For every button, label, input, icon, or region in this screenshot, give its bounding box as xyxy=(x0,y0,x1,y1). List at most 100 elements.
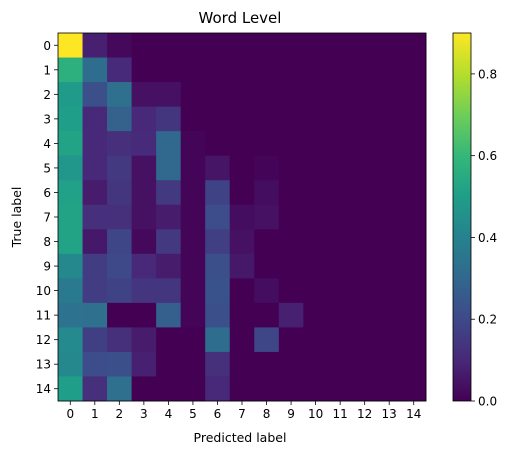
heatmap-cell xyxy=(229,155,255,181)
heatmap-cell xyxy=(58,155,83,181)
heatmap-cell xyxy=(107,253,132,279)
heatmap-cell xyxy=(156,253,182,279)
heatmap-cell xyxy=(254,155,280,181)
heatmap-cell xyxy=(401,82,427,107)
heatmap-cell xyxy=(131,204,157,230)
x-tick-label: 7 xyxy=(238,407,246,421)
heatmap-cell xyxy=(278,131,304,157)
heatmap-cell xyxy=(205,351,231,377)
heatmap-cell xyxy=(107,376,132,402)
x-tick-label: 0 xyxy=(66,407,74,421)
heatmap-cell xyxy=(180,57,206,83)
heatmap-cell xyxy=(229,33,255,58)
heatmap-cell xyxy=(107,204,132,230)
heatmap-cell xyxy=(254,204,280,230)
x-tick-label: 13 xyxy=(382,407,397,421)
heatmap-cell xyxy=(327,229,353,255)
heatmap-cell xyxy=(107,302,132,328)
heatmap-cell xyxy=(401,278,427,304)
heatmap-cell xyxy=(327,131,353,157)
heatmap-cell xyxy=(180,302,206,328)
heatmap-cell xyxy=(303,376,329,402)
chart-title: Word Level xyxy=(199,9,282,27)
x-axis-label: Predicted label xyxy=(194,430,287,445)
heatmap-cell xyxy=(156,33,182,58)
heatmap-cell xyxy=(205,155,231,181)
heatmap-cell xyxy=(58,204,83,230)
heatmap-cell xyxy=(327,302,353,328)
heatmap-cell xyxy=(205,33,231,58)
heatmap-cell xyxy=(254,82,280,107)
heatmap-cell xyxy=(327,106,353,132)
heatmap-cell xyxy=(205,327,231,353)
heatmap-cell xyxy=(82,33,108,58)
heatmap-cell xyxy=(58,229,83,255)
heatmap-cell xyxy=(82,229,108,255)
heatmap-cell xyxy=(58,302,83,328)
heatmap-cell xyxy=(131,82,157,107)
heatmap-cell xyxy=(107,57,132,83)
x-tick-label: 8 xyxy=(263,407,271,421)
heatmap-cell xyxy=(58,327,83,353)
heatmap-cell xyxy=(254,327,280,353)
heatmap-cell xyxy=(303,131,329,157)
heatmap-cell xyxy=(156,155,182,181)
heatmap-cell xyxy=(58,131,83,157)
x-tick-label: 11 xyxy=(332,407,347,421)
heatmap-cell xyxy=(107,327,132,353)
heatmap-cell xyxy=(401,302,427,328)
heatmap-cell xyxy=(278,204,304,230)
heatmap-cell xyxy=(278,253,304,279)
heatmap-cell xyxy=(131,229,157,255)
heatmap-cell xyxy=(156,376,182,402)
heatmap-cell xyxy=(303,155,329,181)
y-tick-label: 10 xyxy=(36,284,51,298)
heatmap-cell xyxy=(254,131,280,157)
heatmap-cell xyxy=(156,131,182,157)
heatmap-cell xyxy=(229,253,255,279)
heatmap-cell xyxy=(229,278,255,304)
heatmap-cell xyxy=(180,131,206,157)
heatmap-cell xyxy=(376,229,402,255)
heatmap-cell xyxy=(254,351,280,377)
heatmap-cell xyxy=(401,253,427,279)
heatmap-cell xyxy=(376,106,402,132)
heatmap-cell xyxy=(401,33,427,58)
y-tick-label: 9 xyxy=(43,260,51,274)
heatmap-cell xyxy=(352,33,378,58)
heatmap-cell xyxy=(107,106,132,132)
heatmap-cell xyxy=(303,327,329,353)
heatmap-cell xyxy=(205,376,231,402)
heatmap-cell xyxy=(327,351,353,377)
y-tick-label: 4 xyxy=(43,137,51,151)
heatmap-cell xyxy=(278,278,304,304)
heatmap-cell xyxy=(82,180,108,206)
heatmap-cell xyxy=(376,57,402,83)
heatmap-cell xyxy=(156,302,182,328)
heatmap-cell xyxy=(352,204,378,230)
heatmap-cell xyxy=(352,253,378,279)
heatmap-cell xyxy=(352,82,378,107)
heatmap-cell xyxy=(131,253,157,279)
heatmap-cell xyxy=(303,253,329,279)
heatmap-cell xyxy=(254,278,280,304)
heatmap-cell xyxy=(401,131,427,157)
heatmap-cell xyxy=(82,327,108,353)
heatmap-cell xyxy=(205,253,231,279)
y-tick-label: 12 xyxy=(36,333,51,347)
heatmap-cell xyxy=(180,33,206,58)
heatmap-cell xyxy=(205,278,231,304)
heatmap-cell xyxy=(254,57,280,83)
heatmap-cell xyxy=(352,131,378,157)
heatmap-cell xyxy=(278,82,304,107)
heatmap-cell xyxy=(401,155,427,181)
heatmap-cell xyxy=(278,155,304,181)
heatmap-cell xyxy=(278,302,304,328)
heatmap-cell xyxy=(278,351,304,377)
heatmap-cell xyxy=(107,278,132,304)
heatmap-cell xyxy=(229,302,255,328)
heatmap-cell xyxy=(327,327,353,353)
heatmap-cell xyxy=(278,376,304,402)
y-tick-label: 2 xyxy=(43,88,51,102)
